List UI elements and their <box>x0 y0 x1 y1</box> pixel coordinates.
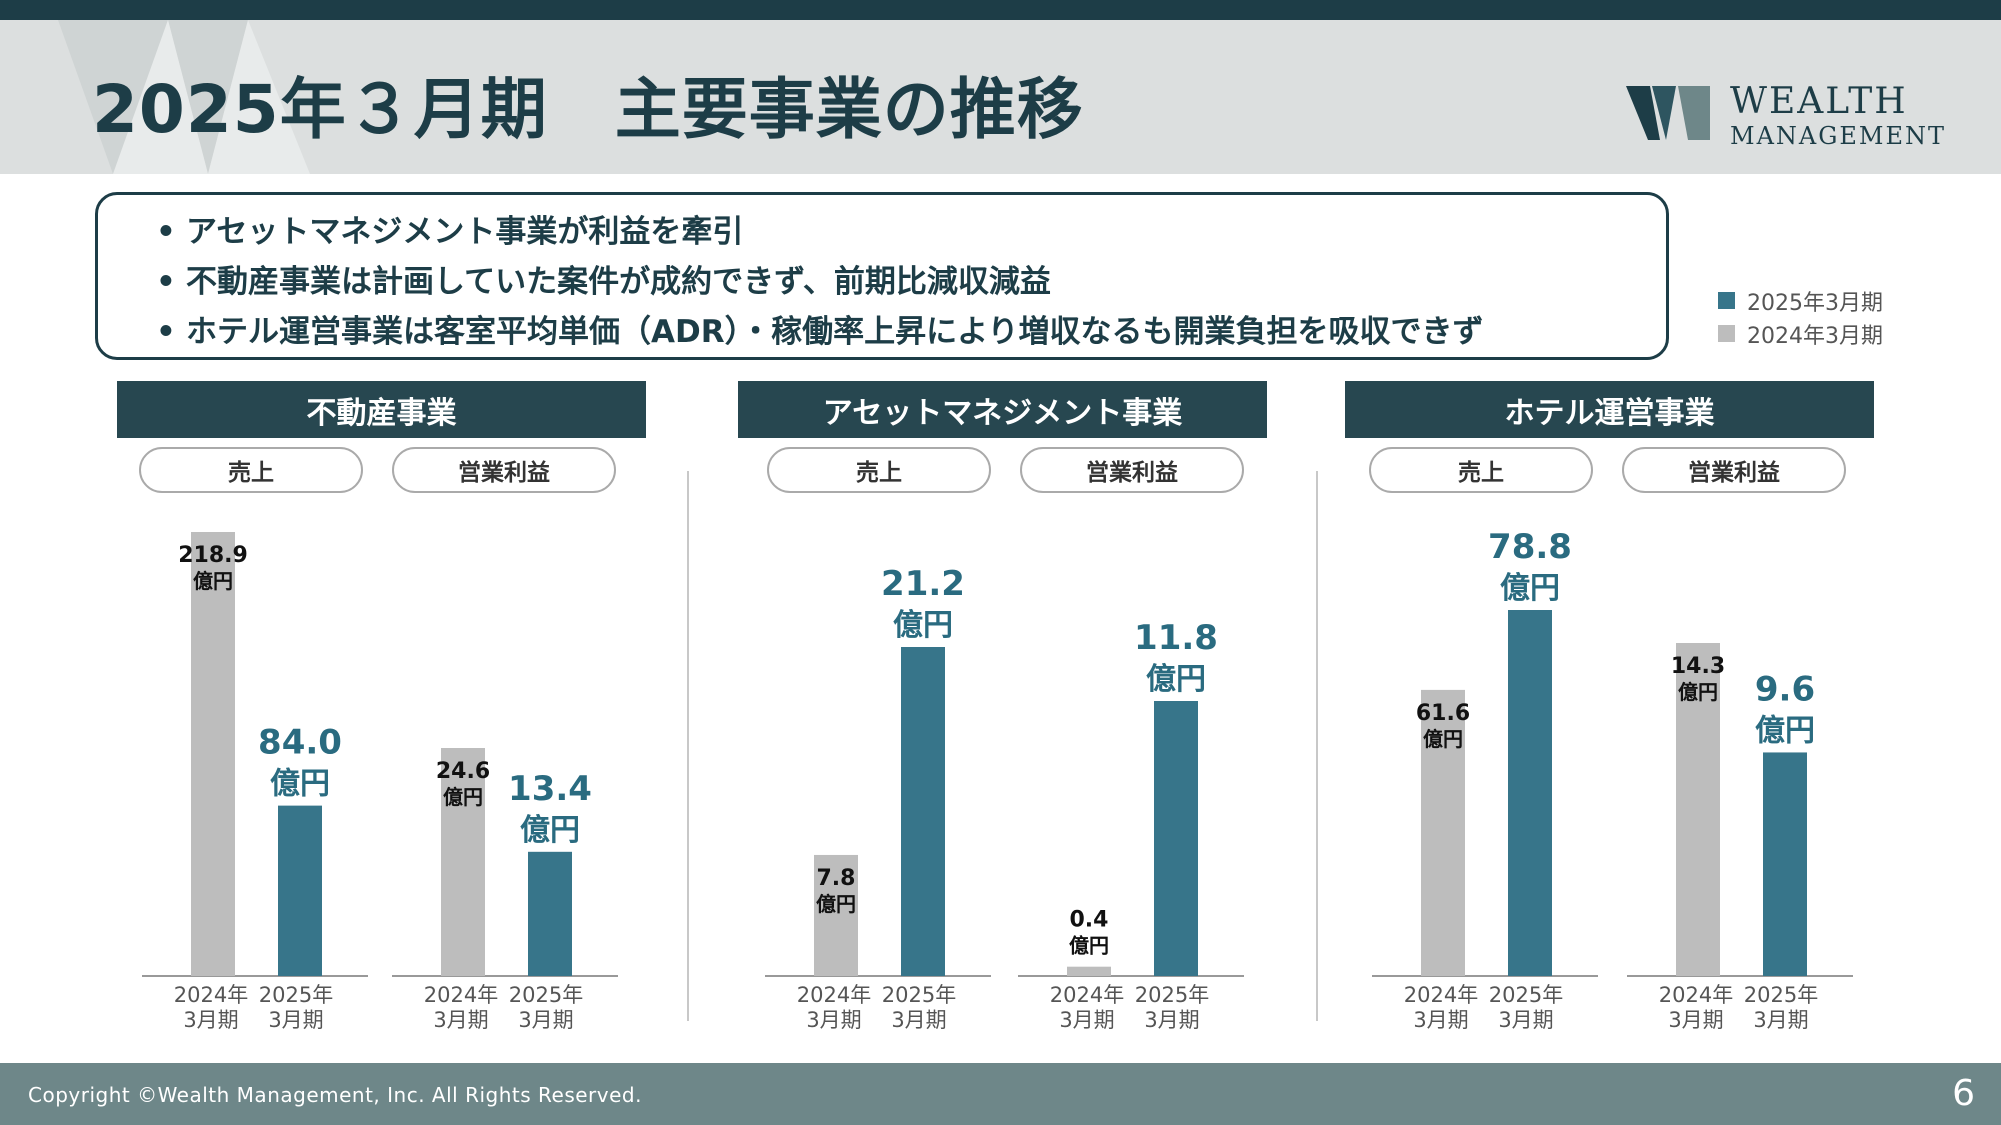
value-label-2024: 61.6 <box>1416 701 1470 726</box>
chart-legend: 2025年3月期 2024年3月期 <box>1718 284 1883 350</box>
top-bar <box>0 0 2001 20</box>
summary-bullet: • ホテル運営事業は客室平均単価（ADR）・稼働率上昇により増収なるも開業負担を吸… <box>156 314 1484 350</box>
value-label-2024: 14.3 <box>1671 654 1725 679</box>
logo-mark-icon <box>1626 86 1710 140</box>
section-title-asset-management: アセットマネジメント事業 <box>738 381 1267 438</box>
summary-list: • アセットマネジメント事業が利益を牽引 • 不動産事業は計画していた案件が成約でき… <box>156 207 1483 357</box>
x-tick-label: 2025年 <box>259 983 333 1007</box>
pill-sales-real-estate: 売上 <box>139 447 363 493</box>
bar-2024 <box>814 854 858 976</box>
unit-label-2025: 億円 <box>1755 713 1815 748</box>
summary-bullet: • 不動産事業は計画していた案件が成約できず、前期比減収減益 <box>156 264 1051 300</box>
unit-label-2024: 億円 <box>1069 934 1109 958</box>
x-tick-label: 2025年 <box>509 983 583 1007</box>
unit-label-2024: 億円 <box>443 785 483 809</box>
x-tick-label: 3月期 <box>806 1008 861 1032</box>
x-tick-label: 3月期 <box>1753 1008 1808 1032</box>
value-label-2025: 84.0 <box>258 723 342 763</box>
legend-swatch <box>1718 292 1735 309</box>
page-number: 6 <box>1952 1073 1975 1114</box>
x-tick-label: 3月期 <box>433 1008 488 1032</box>
pill-profit-asset-management: 営業利益 <box>1020 447 1244 493</box>
legend-item-2025: 2025年3月期 <box>1718 284 1883 317</box>
unit-label-2024: 億円 <box>193 569 233 593</box>
unit-label-2025: 億円 <box>270 767 330 802</box>
pill-profit-real-estate: 営業利益 <box>392 447 616 493</box>
x-tick-label: 2024年 <box>797 983 871 1007</box>
value-label-2025: 21.2 <box>881 564 965 604</box>
section-divider <box>1316 471 1318 1021</box>
unit-label-2025: 億円 <box>1146 662 1206 697</box>
x-tick-label: 2025年 <box>882 983 956 1007</box>
pill-sales-asset-management: 売上 <box>767 447 991 493</box>
x-tick-label: 3月期 <box>1059 1008 1114 1032</box>
pill-sales-hotel: 売上 <box>1369 447 1593 493</box>
logo-line-1: WEALTH <box>1730 81 1908 122</box>
company-logo: WEALTH MANAGEMENT <box>1626 64 1944 154</box>
x-tick-label: 2024年 <box>424 983 498 1007</box>
unit-label-2024: 億円 <box>1423 727 1463 751</box>
bar-2024 <box>191 532 235 976</box>
x-tick-label: 3月期 <box>1413 1008 1468 1032</box>
footer-bar: Copyright ©Wealth Management, Inc. All R… <box>0 1063 2001 1125</box>
x-tick-label: 2024年 <box>174 983 248 1007</box>
copyright-text: Copyright ©Wealth Management, Inc. All R… <box>28 1083 642 1107</box>
legend-item-2024: 2024年3月期 <box>1718 317 1883 350</box>
section-title-real-estate: 不動産事業 <box>117 381 646 438</box>
section-title-hotel: ホテル運営事業 <box>1345 381 1874 438</box>
value-label-2024: 218.9 <box>178 543 248 568</box>
unit-label-2025: 億円 <box>520 813 580 848</box>
legend-swatch <box>1718 325 1735 342</box>
value-label-2025: 11.8 <box>1134 618 1218 658</box>
x-tick-label: 3月期 <box>268 1008 323 1032</box>
bar-2025 <box>528 851 572 976</box>
value-label-2024: 0.4 <box>1070 908 1109 933</box>
value-label-2025: 13.4 <box>508 769 592 809</box>
page-title: 2025年３月期 主要事業の推移 <box>92 71 1084 148</box>
summary-bullet: • アセットマネジメント事業が利益を牽引 <box>156 214 744 250</box>
value-label-2025: 78.8 <box>1488 527 1572 567</box>
bar-2024 <box>441 748 485 976</box>
summary-box: • アセットマネジメント事業が利益を牽引 • 不動産事業は計画していた案件が成約でき… <box>95 192 1669 360</box>
unit-label-2024: 億円 <box>816 892 856 916</box>
x-tick-label: 2024年 <box>1050 983 1124 1007</box>
x-tick-label: 3月期 <box>891 1008 946 1032</box>
x-tick-label: 3月期 <box>183 1008 238 1032</box>
logo-line-2: MANAGEMENT <box>1730 122 1947 150</box>
bar-2025 <box>901 647 945 976</box>
bar-2025 <box>1154 701 1198 976</box>
value-label-2024: 7.8 <box>817 866 856 891</box>
unit-label-2024: 億円 <box>1678 680 1718 704</box>
x-tick-label: 2024年 <box>1404 983 1478 1007</box>
bar-2025 <box>1763 752 1807 976</box>
value-label-2024: 24.6 <box>436 759 490 784</box>
x-tick-label: 3月期 <box>1498 1008 1553 1032</box>
header-band: 2025年３月期 主要事業の推移 WEALTH MANAGEMENT <box>0 20 2001 174</box>
x-tick-label: 2024年 <box>1659 983 1733 1007</box>
x-tick-label: 3月期 <box>1668 1008 1723 1032</box>
x-tick-label: 2025年 <box>1489 983 1563 1007</box>
x-tick-label: 2025年 <box>1744 983 1818 1007</box>
unit-label-2025: 億円 <box>893 608 953 643</box>
pill-profit-hotel: 営業利益 <box>1622 447 1846 493</box>
section-divider <box>687 471 689 1021</box>
bar-2024 <box>1067 966 1111 976</box>
bar-2025 <box>278 805 322 976</box>
header-decoration <box>58 20 310 174</box>
bar-2024 <box>1421 689 1465 976</box>
unit-label-2025: 億円 <box>1500 571 1560 606</box>
x-tick-label: 3月期 <box>518 1008 573 1032</box>
x-tick-label: 3月期 <box>1144 1008 1199 1032</box>
bar-2024 <box>1676 643 1720 976</box>
x-tick-label: 2025年 <box>1135 983 1209 1007</box>
bar-2025 <box>1508 610 1552 976</box>
value-label-2025: 9.6 <box>1755 669 1815 709</box>
